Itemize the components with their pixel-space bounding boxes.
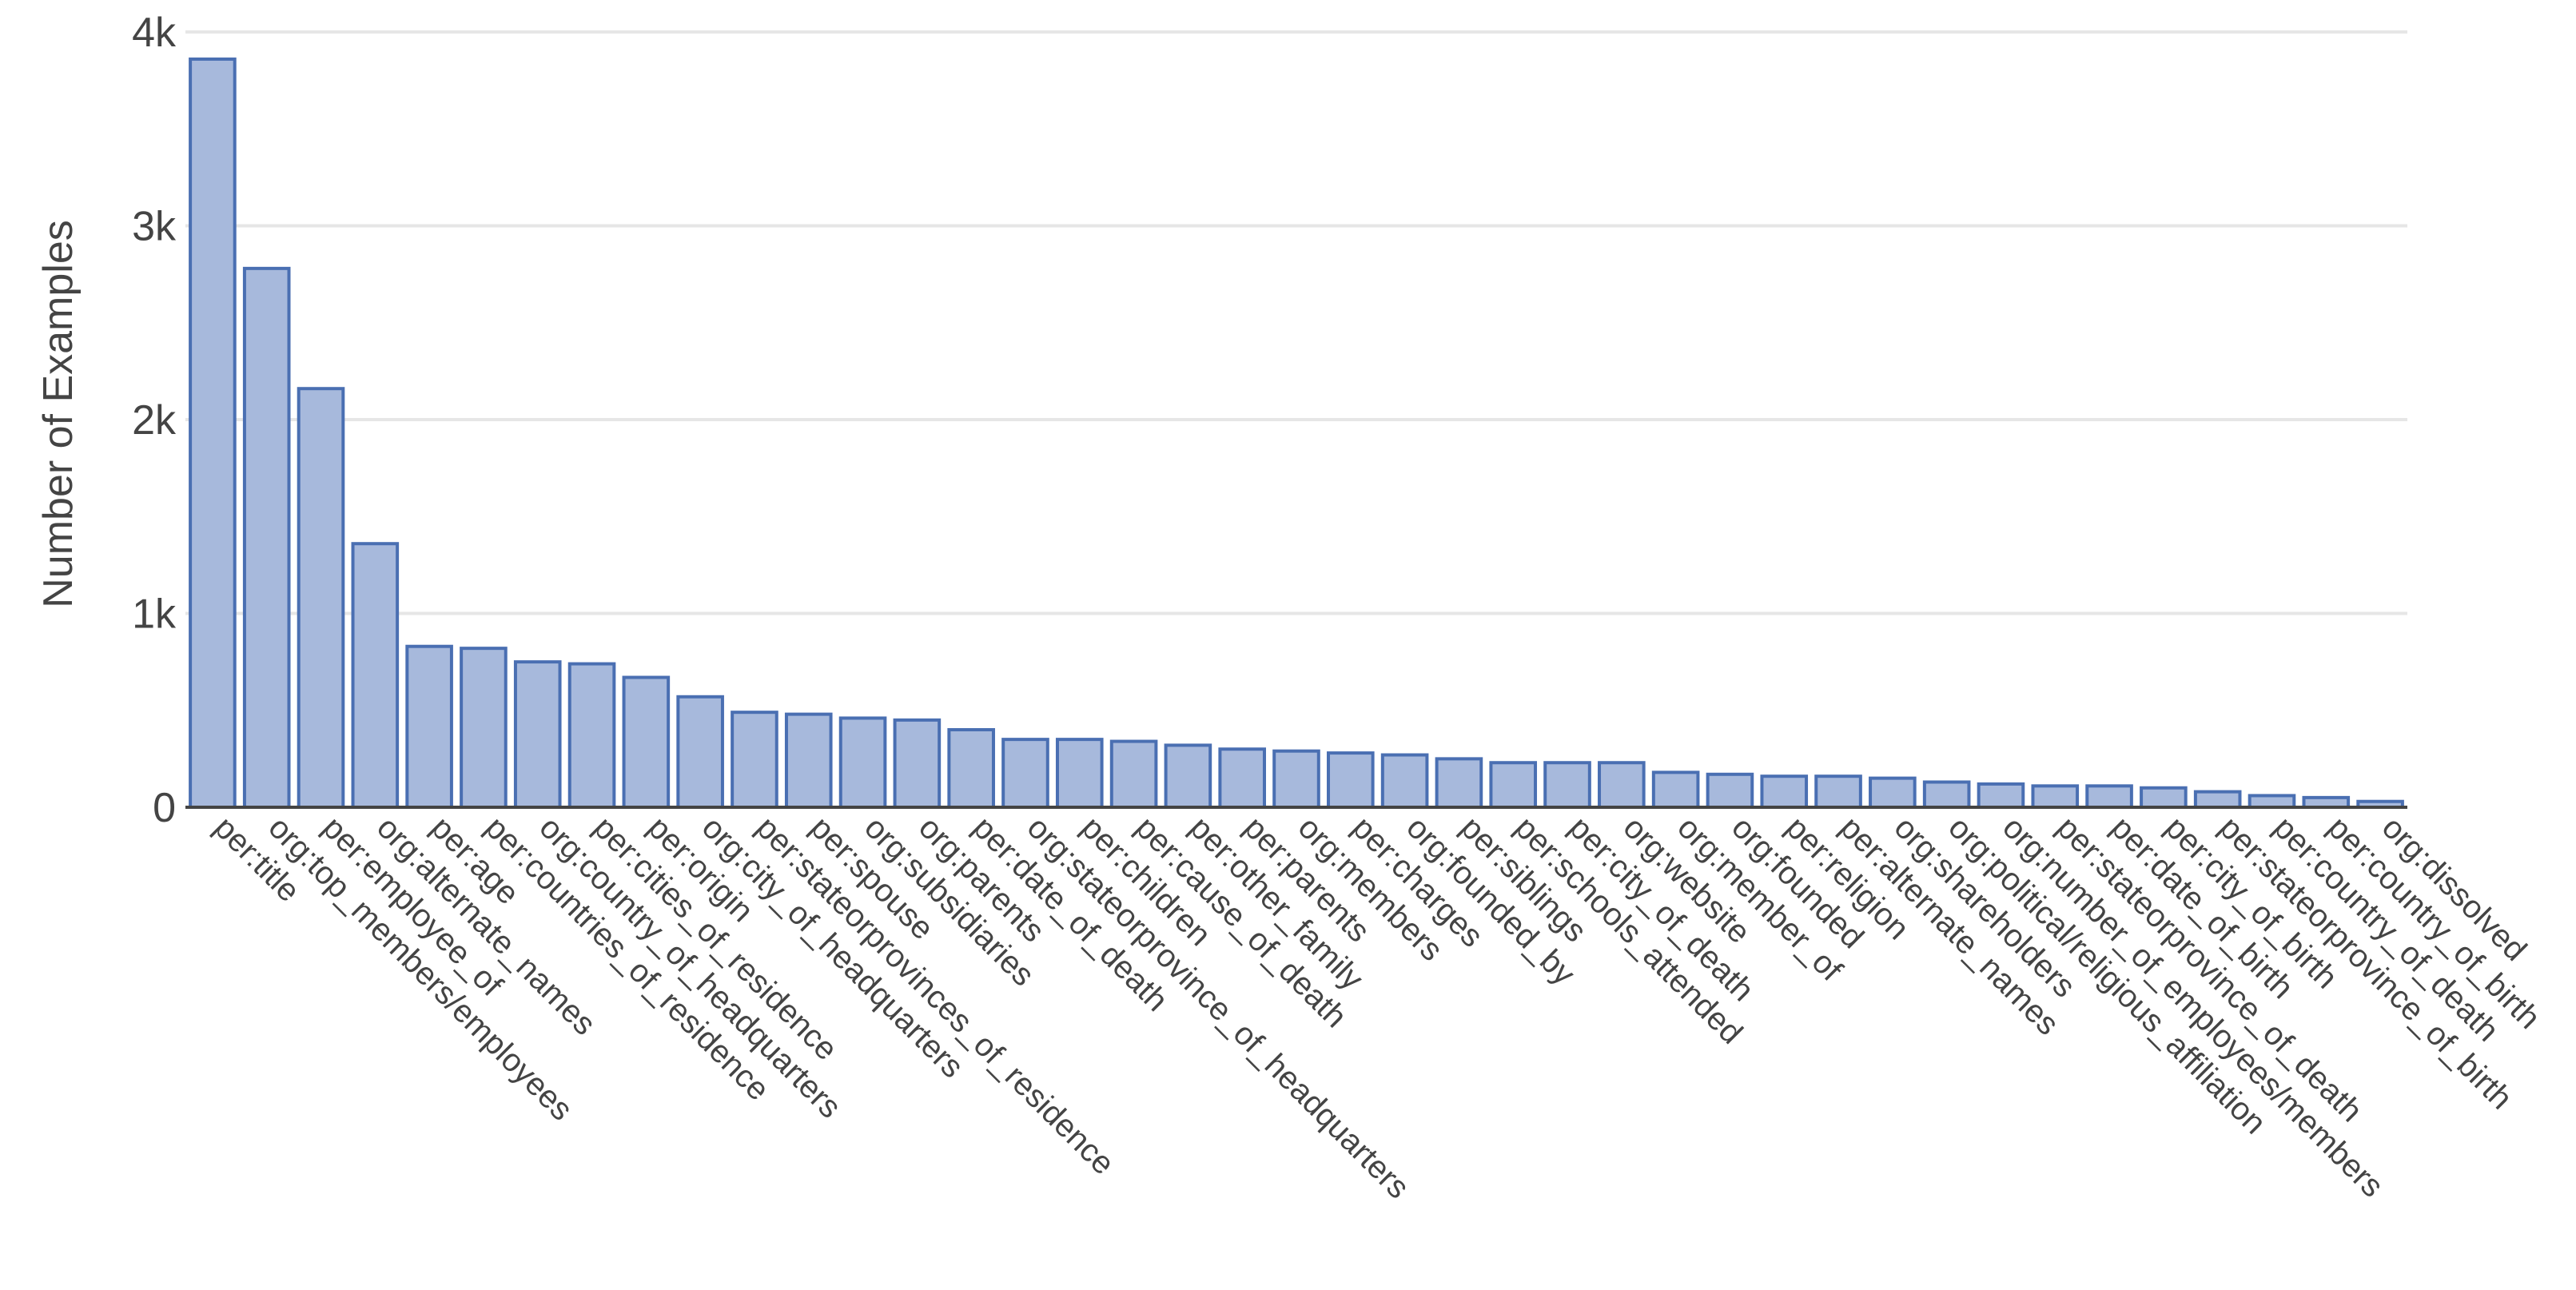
x-tick-labels: per:titleorg:top_members/employeesper:em… — [208, 810, 2547, 1205]
bar — [1272, 749, 1320, 809]
bar — [1435, 757, 1483, 809]
bar — [513, 660, 562, 809]
bar — [2085, 784, 2133, 810]
bars — [189, 57, 2404, 810]
bar — [1977, 782, 2025, 810]
bar — [1327, 751, 1375, 809]
y-tick-label: 2k — [132, 397, 177, 444]
bar — [838, 716, 887, 810]
y-tick-label: 0 — [153, 785, 176, 831]
bar — [1489, 761, 1538, 809]
bar — [1001, 738, 1049, 809]
bar — [297, 387, 345, 809]
y-axis-title: Number of Examples — [35, 220, 82, 608]
bar — [2193, 790, 2242, 809]
bar — [567, 662, 616, 809]
bar — [1543, 761, 1591, 809]
y-tick-label: 3k — [132, 204, 177, 250]
bar — [242, 266, 291, 810]
bar — [731, 711, 778, 809]
bar — [1869, 776, 1917, 809]
bar — [351, 542, 400, 809]
y-tick-label: 4k — [132, 10, 177, 56]
bar — [405, 644, 453, 809]
bar — [1380, 753, 1429, 810]
bar — [893, 718, 942, 809]
bar — [2031, 784, 2080, 810]
bar — [1814, 774, 1862, 810]
bar — [1706, 772, 1754, 810]
bar — [622, 675, 671, 810]
bar — [1218, 747, 1266, 809]
bar — [1598, 761, 1646, 809]
bar — [947, 728, 995, 809]
bar — [1055, 738, 1104, 809]
bar — [189, 57, 237, 809]
bar — [460, 647, 508, 810]
y-tick-labels: 0 1k 2k 3k 4k — [132, 10, 177, 831]
bar — [2248, 794, 2296, 810]
bar — [1164, 743, 1212, 810]
y-tick-label: 1k — [132, 591, 177, 638]
bar — [1760, 774, 1809, 810]
bar — [676, 695, 724, 810]
bar — [1109, 739, 1158, 809]
gridlines — [185, 30, 2407, 615]
bar — [2140, 786, 2188, 809]
bar — [1651, 770, 1700, 809]
bar — [1922, 780, 1971, 809]
bar — [784, 712, 833, 809]
